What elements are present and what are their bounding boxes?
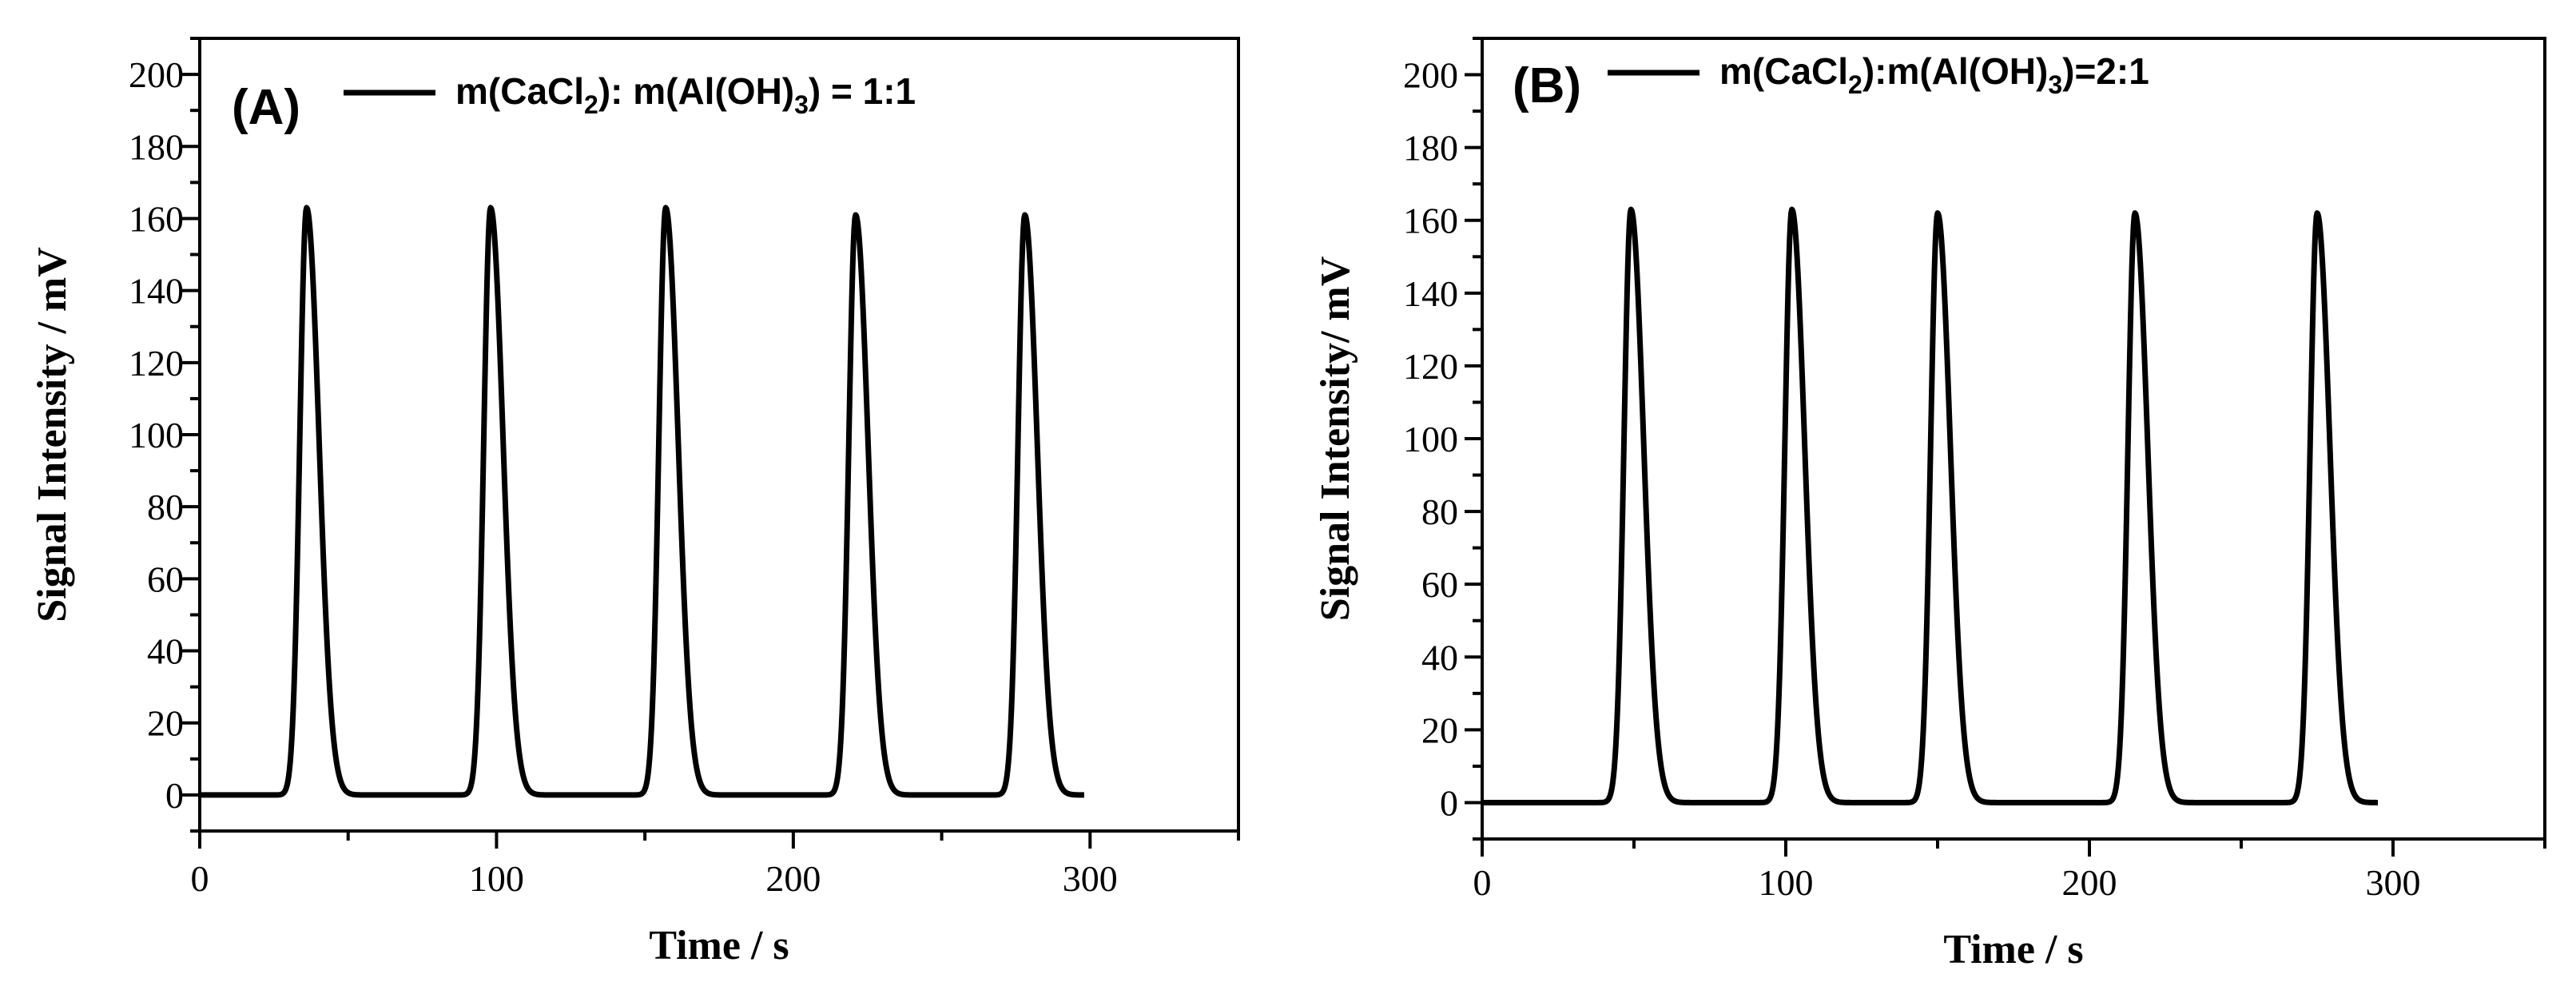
panel-label: (A)	[232, 80, 300, 135]
y-tick-label: 120	[129, 343, 184, 384]
peak-point	[1629, 208, 1632, 211]
legend-subscript: 2	[1848, 70, 1862, 99]
x-tick-label: 200	[2062, 862, 2117, 903]
x-tick-label: 0	[191, 858, 209, 899]
peak-point	[854, 213, 857, 217]
legend-text-part: )=2:1	[2062, 50, 2149, 92]
panel-a: 0 20 40 60 80 100 120 140 160 180 200 0 100 200 300 Tim…	[30, 37, 1240, 968]
y-tick-label: 0	[1440, 782, 1458, 823]
y-tick-label: 100	[129, 415, 184, 455]
y-tick-label: 140	[129, 271, 184, 312]
legend-text-part: ) = 1:1	[809, 70, 916, 112]
x-tick-label: 100	[1759, 862, 1814, 903]
peak-point	[305, 206, 308, 209]
legend-text-part: ): m(Al(OH)	[598, 70, 794, 112]
legend-text-part: m(CaCl	[1719, 50, 1848, 92]
y-tick-label: 20	[147, 703, 184, 744]
panel-b: 0 20 40 60 80 100 120 140 160 180 200 0 100 200 300 Tim…	[1313, 37, 2546, 972]
x-axis-title: Time / s	[649, 923, 789, 968]
y-tick-label: 180	[129, 126, 184, 167]
y-tick-label: 40	[147, 631, 184, 672]
legend-text-part: ):m(Al(OH)	[1862, 50, 2049, 92]
peak-point	[2133, 212, 2137, 215]
y-tick-label: 200	[1403, 55, 1458, 96]
legend-text-part: m(CaCl	[455, 70, 584, 112]
series-line	[197, 205, 1087, 798]
legend-label: m(CaCl2):m(Al(OH)3)=2:1	[1719, 50, 2149, 99]
y-tick-label: 100	[1403, 419, 1458, 459]
legend-subscript: 3	[794, 90, 809, 119]
y-tick-label: 0	[165, 775, 184, 816]
x-tick-label: 100	[469, 858, 524, 899]
y-tick-label: 180	[1403, 128, 1458, 169]
legend-label: m(CaCl2): m(Al(OH)3) = 1:1	[455, 70, 916, 119]
x-tick-label: 0	[1473, 862, 1492, 903]
y-tick-label: 60	[147, 559, 184, 599]
peak-point	[1024, 213, 1027, 217]
plot-frame	[198, 37, 1240, 833]
legend-subscript: 3	[2048, 70, 2062, 99]
series-line	[1480, 206, 2380, 805]
y-tick-label: 120	[1403, 346, 1458, 387]
y-tick-label: 60	[1421, 564, 1458, 605]
x-tick-label: 200	[765, 858, 821, 899]
peak-point	[1791, 208, 1794, 211]
y-tick-label: 160	[1403, 201, 1458, 241]
y-tick-label: 160	[129, 198, 184, 239]
x-axis-title: Time / s	[1943, 927, 2083, 972]
y-tick-label: 20	[1421, 710, 1458, 750]
peak-point	[1936, 212, 1939, 215]
legend-subscript: 2	[584, 90, 598, 119]
y-tick-label: 40	[1421, 637, 1458, 678]
y-tick-label: 140	[1403, 273, 1458, 314]
panel-label: (B)	[1513, 58, 1581, 113]
y-tick-label: 80	[1421, 491, 1458, 532]
y-axis-title: Signal Intensity / mV	[30, 247, 75, 622]
y-tick-label: 200	[129, 54, 184, 95]
y-axis-title: Signal Intensity/ mV	[1313, 256, 1358, 622]
peak-point	[489, 206, 492, 209]
x-tick-label: 300	[1063, 858, 1118, 899]
x-tick-label: 300	[2366, 862, 2421, 903]
peak-point	[2316, 212, 2319, 215]
peak-point	[664, 206, 667, 209]
y-tick-label: 80	[147, 487, 184, 527]
